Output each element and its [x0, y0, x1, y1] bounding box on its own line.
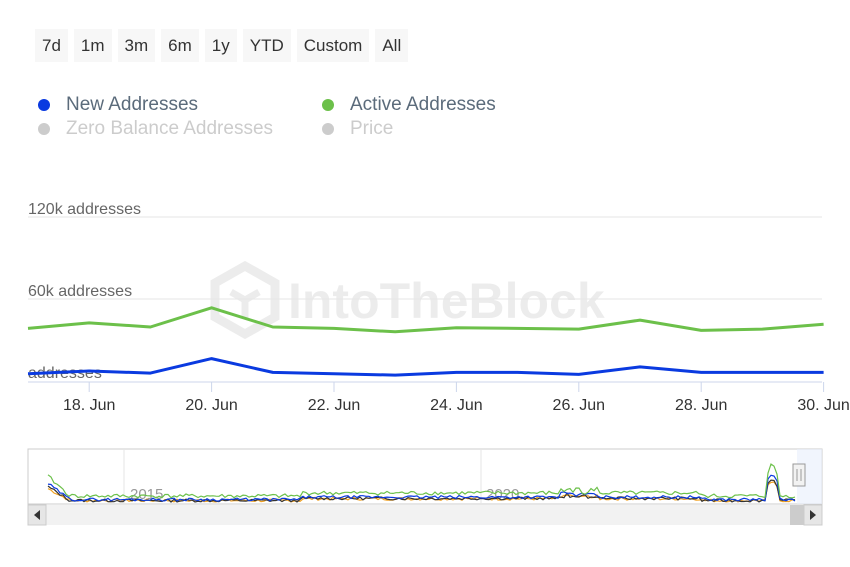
scrollbar-thumb[interactable]	[790, 505, 804, 525]
x-tick-label: 24. Jun	[430, 397, 482, 414]
legend-item-active-addresses[interactable]: Active Addresses	[322, 94, 496, 116]
legend-label: Zero Balance Addresses	[66, 118, 274, 139]
range-button-6m[interactable]: 6m	[161, 29, 199, 62]
legend-label: Price	[350, 118, 394, 139]
x-tick-label: 18. Jun	[63, 397, 115, 414]
range-button-ytd[interactable]: YTD	[242, 29, 291, 62]
x-tick-label: 22. Jun	[308, 397, 360, 414]
scrollbar[interactable]	[27, 504, 823, 526]
range-selector: 7d 1m 3m 6m 1y YTD Custom All	[35, 29, 409, 62]
navigator-series-line	[47, 479, 796, 503]
y-tick-label: 60k addresses	[28, 283, 132, 300]
navigator-frame	[27, 448, 823, 505]
range-button-all[interactable]: All	[375, 29, 409, 62]
navigator-series-line	[47, 463, 796, 499]
x-tick-label: 20. Jun	[185, 397, 237, 414]
legend-marker-icon	[322, 123, 334, 135]
legend-item-price[interactable]: Price	[322, 118, 393, 140]
legend-label: New Addresses	[66, 94, 199, 115]
x-tick-label: 26. Jun	[553, 397, 605, 414]
navigator-handle-grip-icon[interactable]	[792, 463, 806, 487]
navigator-year-label: 2020	[486, 486, 519, 503]
watermark-text: IntoTheBlock	[288, 273, 605, 329]
range-button-1m[interactable]: 1m	[73, 29, 112, 62]
navigator[interactable]: 2015 2020	[27, 448, 823, 505]
chevron-left-icon	[34, 510, 40, 520]
y-tick-label: 120k addresses	[28, 201, 141, 218]
range-button-custom[interactable]: Custom	[296, 29, 370, 62]
scrollbar-track[interactable]	[28, 505, 822, 525]
series-line-new-addresses[interactable]	[27, 357, 824, 377]
x-tick-label: 28. Jun	[675, 397, 727, 414]
range-button-3m[interactable]: 3m	[117, 29, 156, 62]
series-line-active-addresses[interactable]	[27, 306, 824, 334]
legend-marker-icon	[322, 99, 334, 111]
legend-marker-icon	[38, 99, 50, 111]
legend-item-new-addresses[interactable]: New Addresses	[38, 94, 198, 116]
x-tick-label: 30. Jun	[797, 397, 849, 414]
legend-marker-icon	[38, 123, 50, 135]
chevron-right-icon	[810, 510, 816, 520]
watermark: IntoTheBlock	[210, 260, 605, 340]
navigator-series-line	[47, 474, 796, 502]
legend-item-zero-balance-addresses[interactable]: Zero Balance Addresses	[38, 118, 273, 140]
range-button-7d[interactable]: 7d	[35, 29, 68, 62]
range-button-1y[interactable]: 1y	[204, 29, 237, 62]
watermark-logo-icon	[210, 260, 280, 340]
navigator-handle[interactable]	[792, 463, 806, 487]
legend-label: Active Addresses	[350, 94, 496, 115]
